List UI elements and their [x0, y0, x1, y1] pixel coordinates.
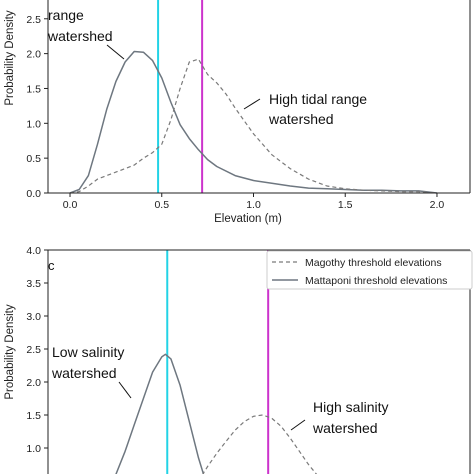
y-tick-label: 3.5: [26, 278, 41, 290]
bottom-panel-annotation-watershed-right: watershed: [312, 420, 378, 436]
top-panel-annotation-watershed-left: watershed: [47, 28, 113, 44]
y-tick-label: 2.5: [26, 14, 41, 26]
y-tick-label: 1.0: [26, 443, 41, 455]
bottom-panel-y-axis-label: Probability Density: [4, 304, 16, 399]
top-panel-annotation-watershed-right: watershed: [268, 111, 334, 127]
top-panel-x-axis-label: Elevation (m): [214, 213, 282, 225]
legend-entry-magothy: Magothy threshold elevations: [305, 257, 442, 269]
dashed-density-curve: [69, 58, 438, 194]
y-tick-label: 1.5: [26, 410, 41, 422]
x-tick-label: 1.0: [246, 199, 261, 211]
legend-entry-mattaponi: Mattaponi threshold elevations: [305, 275, 447, 287]
y-tick-label: 3.0: [26, 311, 41, 323]
y-tick-label: 1.5: [26, 83, 41, 95]
y-tick-label: 2.0: [26, 377, 41, 389]
y-tick-label: 2.5: [26, 344, 41, 356]
y-tick-label: 2.0: [26, 49, 41, 61]
y-tick-label: 0.0: [26, 188, 41, 200]
bottom-panel-letter: c: [48, 258, 55, 273]
x-tick-label: 0.0: [63, 199, 78, 211]
top-panel-annotation-high-tidal-range: High tidal range: [269, 91, 367, 107]
x-tick-label: 0.5: [154, 199, 169, 211]
bottom-panel-annotation-low-salinity: Low salinity: [52, 344, 124, 360]
legend: Magothy threshold elevations Mattaponi t…: [266, 250, 473, 290]
x-tick-label: 2.0: [430, 199, 445, 211]
bottom-panel: 1.0 1.5 2.0 2.5 3.0 3.5 4.0 Probability Densit…: [4, 245, 473, 474]
top-panel: 0.0 0.5 1.0 1.5 2.0 0.0 0.5 1.0 1.5 2.0 2.5 Probab…: [4, 0, 471, 225]
y-tick-label: 4.0: [26, 245, 41, 257]
top-panel-y-axis-label: Probability Density: [4, 10, 16, 105]
solid-density-curve: [115, 353, 205, 474]
bottom-panel-annotation-arrow-left: [118, 381, 132, 399]
bottom-panel-annotation-arrow-right: [290, 419, 306, 431]
y-tick-label: 1.0: [26, 118, 41, 130]
top-panel-annotation-arrow-left: [106, 44, 125, 60]
top-panel-annotation-range: range: [48, 7, 84, 23]
x-tick-label: 1.5: [338, 199, 353, 211]
y-tick-label: 0.5: [26, 153, 41, 165]
bottom-panel-annotation-high-salinity: High salinity: [313, 399, 388, 415]
bottom-panel-annotation-watershed-left: watershed: [51, 365, 117, 381]
solid-density-curve: [69, 50, 438, 194]
top-panel-annotation-arrow-right: [243, 98, 261, 110]
dashed-density-curve: [202, 414, 318, 474]
